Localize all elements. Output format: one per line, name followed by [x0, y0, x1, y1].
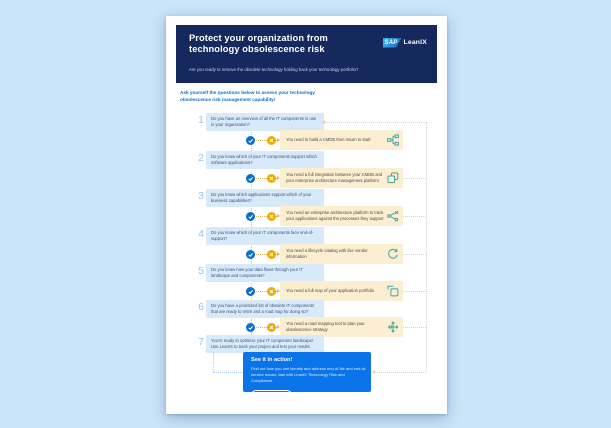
answer-box: You need an enterprise architecture plat…: [280, 206, 403, 226]
question-box: You're ready to optimize your IT compone…: [206, 335, 324, 353]
x-mark-icon: [267, 174, 276, 183]
cta-heading: See it in action!: [251, 357, 293, 363]
q7-connector-h: [213, 372, 243, 373]
question-box: Do you know which applications support w…: [206, 189, 324, 207]
answer-box: You need a full map of your application …: [280, 281, 403, 301]
no-connector: [251, 216, 277, 217]
question-box: Do you have a prioritized list of obsole…: [206, 300, 324, 318]
question-box: Do you know how your data flows through …: [206, 264, 324, 282]
no-connector: [251, 327, 277, 328]
no-connector: [251, 291, 277, 292]
page-title: Protect your organization from technolog…: [189, 33, 328, 55]
lifecycle-icon: [387, 248, 399, 260]
cta-connector: [374, 372, 426, 373]
answer-loop-connector: [403, 254, 426, 255]
document-page: Protect your organization from technolog…: [166, 16, 447, 414]
roadmap-icon: [387, 321, 399, 333]
question-number: 5: [198, 265, 204, 277]
answer-box: You need to build a CMDB then return to …: [280, 130, 403, 150]
leanix-logo-text: LeanIX: [403, 39, 427, 47]
loop-arrowhead: [322, 119, 325, 124]
check-icon: [246, 136, 255, 145]
answer-loop-connector: [403, 291, 426, 292]
answer-text: You need a road mapping tool to plan you…: [286, 320, 365, 332]
answer-arrowhead: [277, 324, 280, 329]
network-icon: [387, 210, 399, 222]
check-icon: [246, 212, 255, 221]
no-connector: [251, 140, 277, 141]
answer-text: You need a full map of your application …: [286, 287, 375, 293]
answer-text: You need a full integration between your…: [286, 171, 383, 183]
sap-leanix-logo: SAP LeanIX: [382, 38, 428, 48]
cta-arrowhead: [372, 369, 375, 374]
no-connector: [251, 178, 277, 179]
answer-box: You need a road mapping tool to plan you…: [280, 317, 403, 337]
answer-arrowhead: [277, 251, 280, 256]
book-a-demo-button[interactable]: Book a demo: [251, 389, 293, 401]
check-icon: [246, 250, 255, 259]
answer-box: You need a full integration between your…: [280, 168, 403, 188]
x-mark-icon: [267, 136, 276, 145]
question-box: Do you know which of your IT components …: [206, 227, 324, 245]
map-icon: [387, 285, 399, 297]
question-number: 6: [198, 301, 204, 313]
answer-arrowhead: [277, 288, 280, 293]
answer-box: You need a lifecycle catalog with live v…: [280, 244, 403, 264]
answer-arrowhead: [277, 213, 280, 218]
x-mark-icon: [267, 323, 276, 332]
check-icon: [246, 323, 255, 332]
loop-connector-right: [426, 122, 427, 372]
no-connector: [251, 254, 277, 255]
page-subtitle: Are you ready to remove the obsolete tec…: [189, 67, 359, 72]
cta-body: Find out how you can identify and addres…: [251, 365, 367, 383]
question-number: 2: [198, 152, 204, 164]
sap-logo-icon: SAP: [382, 38, 402, 48]
answer-text: You need a lifecycle catalog with live v…: [286, 247, 368, 259]
x-mark-icon: [267, 287, 276, 296]
check-icon: [246, 174, 255, 183]
question-number: 7: [198, 336, 204, 348]
answer-loop-connector: [403, 216, 426, 217]
document-header: Protect your organization from technolog…: [176, 25, 437, 83]
x-mark-icon: [267, 250, 276, 259]
question-box: Do you have an overview of all the IT co…: [206, 113, 324, 131]
q7-connector-v: [213, 352, 214, 372]
question-number: 3: [198, 190, 204, 202]
answer-loop-connector: [403, 327, 426, 328]
answer-text: You need an enterprise architecture plat…: [286, 209, 384, 221]
sap-logo-text: SAP: [384, 39, 398, 46]
cta-box: See it in action! Find out how you can i…: [243, 352, 371, 401]
x-mark-icon: [267, 212, 276, 221]
answer-arrowhead: [277, 175, 280, 180]
check-icon: [246, 287, 255, 296]
answer-arrowhead: [277, 137, 280, 142]
integration-icon: [387, 172, 399, 184]
answer-text: You need to build a CMDB then return to …: [286, 136, 371, 142]
intro-text: Ask yourself the questions below to asse…: [180, 90, 315, 103]
cmdb-hierarchy-icon: [387, 134, 399, 146]
loop-connector-top: [324, 122, 426, 123]
question-box: Do you know which of your IT components …: [206, 151, 324, 169]
question-number: 4: [198, 228, 204, 240]
question-number: 1: [198, 114, 204, 126]
answer-loop-connector: [403, 178, 426, 179]
